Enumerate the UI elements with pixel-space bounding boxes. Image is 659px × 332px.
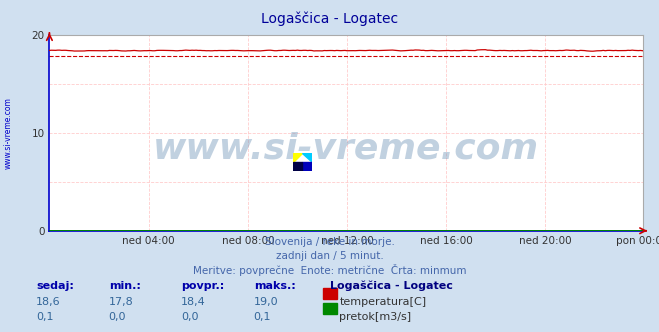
Text: Meritve: povprečne  Enote: metrične  Črta: minmum: Meritve: povprečne Enote: metrične Črta:…: [192, 264, 467, 276]
Text: 19,0: 19,0: [254, 297, 278, 307]
Text: Slovenija / reke in morje.: Slovenija / reke in morje.: [264, 237, 395, 247]
Text: maks.:: maks.:: [254, 281, 295, 290]
Polygon shape: [302, 162, 312, 171]
Text: povpr.:: povpr.:: [181, 281, 225, 290]
Text: min.:: min.:: [109, 281, 140, 290]
Text: temperatura[C]: temperatura[C]: [339, 297, 426, 307]
Text: 0,1: 0,1: [36, 312, 54, 322]
Text: sedaj:: sedaj:: [36, 281, 74, 290]
Text: 0,1: 0,1: [254, 312, 272, 322]
Text: 0,0: 0,0: [109, 312, 127, 322]
Text: 18,4: 18,4: [181, 297, 206, 307]
Text: Logaščica - Logatec: Logaščica - Logatec: [330, 281, 452, 291]
Text: www.si-vreme.com: www.si-vreme.com: [153, 131, 539, 165]
Polygon shape: [302, 153, 312, 162]
Text: zadnji dan / 5 minut.: zadnji dan / 5 minut.: [275, 251, 384, 261]
Text: Logaščica - Logatec: Logaščica - Logatec: [261, 12, 398, 26]
Text: www.si-vreme.com: www.si-vreme.com: [3, 97, 13, 169]
Text: 18,6: 18,6: [36, 297, 61, 307]
Polygon shape: [293, 153, 302, 162]
Text: pretok[m3/s]: pretok[m3/s]: [339, 312, 411, 322]
Text: 0,0: 0,0: [181, 312, 199, 322]
Text: 17,8: 17,8: [109, 297, 134, 307]
Polygon shape: [293, 162, 302, 171]
